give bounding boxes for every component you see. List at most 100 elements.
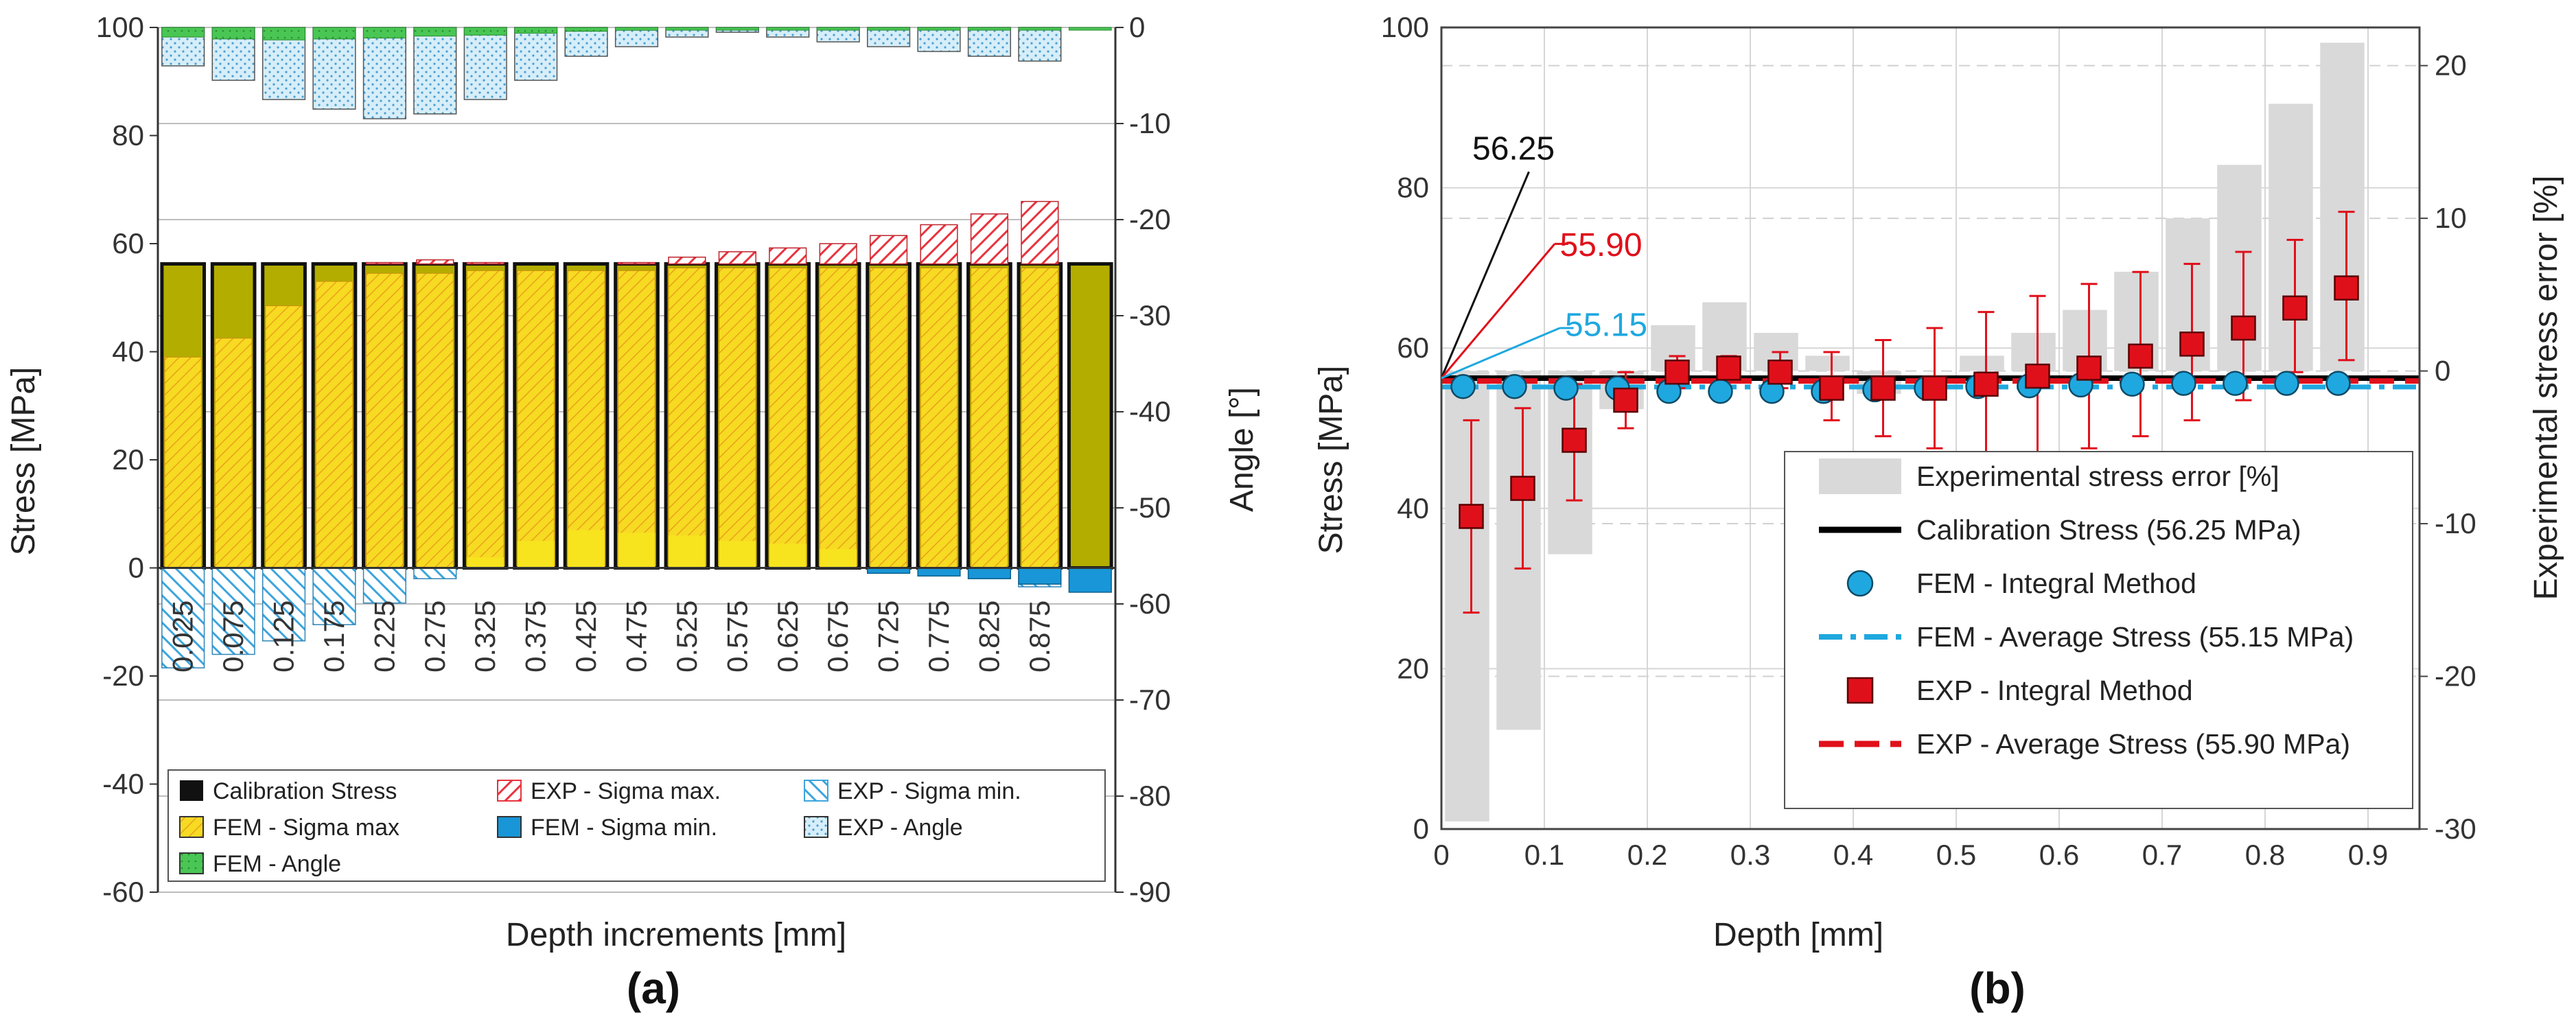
category-label-a: 0.375 — [520, 601, 552, 673]
panel-a-chart: -60 -40 -20 0 20 40 60 80 100 -90 -80 -70 -60 -50 -40… — [5, 11, 1260, 1013]
panel-a-ylabel: Stress [MPa] — [5, 367, 42, 556]
panel-b-xlabel: Depth [mm] — [1713, 917, 1883, 953]
bar-stress-error — [2320, 43, 2365, 371]
bar-exp-angle — [867, 27, 911, 47]
bar-fem-sigma-min — [1068, 567, 1112, 593]
bar-fem-angle — [716, 27, 759, 31]
bar-fem-sigma-min-pos — [669, 535, 706, 568]
bar-fem-sigma-max — [315, 281, 353, 568]
legend-a-swatch-fem-sigma-min — [497, 816, 522, 838]
bar-fem-sigma-min — [917, 567, 961, 577]
bar-exp-angle — [967, 27, 1012, 57]
bar-exp-sigma-max — [970, 213, 1009, 265]
bar-exp-angle — [362, 27, 406, 119]
bar-fem-sigma-max — [920, 267, 958, 568]
legend-a-swatch-exp-sigma-min — [804, 780, 828, 802]
bar-fem-angle — [413, 27, 457, 37]
tick-label-a-left: 0 — [128, 552, 144, 584]
bar-fem-sigma-min-pos — [719, 541, 756, 568]
tick-label-a-left: 80 — [112, 119, 144, 152]
bar-fem-sigma-max — [870, 267, 907, 568]
bar-fem-sigma-min-pos — [517, 541, 555, 568]
bar-exp-angle — [413, 27, 457, 115]
panel-b-y2label: Experimental stress error [%] — [2528, 176, 2564, 601]
bar-fem-angle — [816, 27, 860, 31]
bar-fem-angle — [665, 27, 709, 31]
bar-stress-error — [1548, 371, 1592, 555]
tick-label-b-right: 20 — [2435, 49, 2467, 82]
bar-exp-angle — [514, 27, 558, 81]
legend-b-swatch-fem-integral — [1846, 570, 1874, 597]
tick-label-a-right: -10 — [1129, 107, 1171, 139]
tick-label-b-x: 0.1 — [1524, 839, 1564, 871]
tick-label-a-left: 40 — [112, 336, 144, 368]
bar-fem-angle — [766, 27, 810, 31]
legend-a-swatch-exp-angle — [804, 816, 828, 838]
panel-b-right-ticks: -30 -20 -10 0 10 20 — [2420, 49, 2476, 845]
category-label-a: 0.525 — [671, 601, 703, 673]
bar-exp-angle — [564, 27, 608, 57]
panel-a-legend: Calibration Stress EXP - Sigma max. EXP … — [167, 769, 1106, 882]
tick-label-a-left: -20 — [102, 660, 144, 692]
tick-label-b-x: 0.3 — [1730, 839, 1770, 871]
callout-label: 56.25 — [1472, 131, 1555, 167]
bar-exp-sigma-min — [312, 567, 356, 625]
tick-label-b-x: 0.9 — [2348, 839, 2388, 871]
tick-label-b-right: 0 — [2435, 355, 2450, 387]
legend-a-exp-angle: EXP - Angle — [837, 815, 963, 841]
bar-exp-sigma-max — [365, 261, 404, 265]
legend-b-exp-integral: EXP - Integral Method — [1916, 675, 2193, 706]
bar-exp-angle — [312, 27, 356, 110]
bar-fem-sigma-max — [214, 338, 253, 568]
tick-label-a-left: 20 — [112, 443, 144, 476]
bar-fem-sigma-max — [819, 267, 857, 568]
tick-label-b-x: 0.7 — [2142, 839, 2182, 871]
tick-label-b-x: 0.4 — [1833, 839, 1873, 871]
point-exp-integral — [1870, 375, 1896, 401]
bar-exp-angle — [1018, 27, 1062, 62]
tick-label-b-right: 10 — [2435, 202, 2467, 234]
tick-label-a-left: 60 — [112, 227, 144, 259]
bar-fem-sigma-max — [769, 267, 807, 568]
panel-b-label: (b) — [1969, 964, 2026, 1013]
bar-fem-sigma-max — [265, 305, 303, 568]
point-exp-integral — [1510, 476, 1535, 501]
point-exp-integral — [2025, 363, 2050, 389]
bar-exp-sigma-max — [819, 243, 857, 265]
bar-exp-sigma-min — [413, 567, 457, 579]
callout-line — [1440, 243, 1556, 379]
panel-a-right-ticks: -90 -80 -70 -60 -50 -40 -30 -20 -10 0 — [1115, 11, 1171, 908]
tick-label-b-x: 0.8 — [2245, 839, 2285, 871]
bar-fem-angle — [211, 27, 255, 40]
tick-label-a-right: -20 — [1129, 203, 1171, 235]
bar-fem-angle — [463, 27, 507, 36]
point-fem-integral — [1502, 374, 1527, 399]
point-exp-integral — [2076, 355, 2102, 381]
category-label-a: 0.325 — [469, 601, 501, 673]
bar-fem-sigma-min — [967, 567, 1012, 579]
panel-b-callouts: 56.25 55.90 55.15 — [1440, 131, 1647, 380]
bar-fem-angle — [514, 27, 557, 34]
bar-exp-sigma-min — [211, 567, 255, 655]
category-label-a: 0.875 — [1023, 601, 1056, 673]
legend-a-fem-sigma-max: FEM - Sigma max — [213, 815, 399, 841]
legend-a-swatch-calibration — [180, 780, 203, 801]
legend-b-calibration: Calibration Stress (56.25 MPa) — [1916, 514, 2301, 546]
tick-label-b-x: 0 — [1433, 839, 1449, 871]
tick-label-b-left: 60 — [1397, 331, 1429, 364]
bar-stress-error — [1805, 355, 1850, 371]
point-exp-integral — [1664, 359, 1690, 385]
point-fem-integral — [2120, 371, 2145, 397]
bar-fem-sigma-min-pos — [568, 530, 605, 568]
tick-label-a-right: -50 — [1129, 491, 1171, 524]
category-label-a: 0.125 — [268, 601, 300, 673]
tick-label-a-right: 0 — [1129, 11, 1145, 43]
point-exp-integral — [1973, 371, 1999, 397]
bar-fem-sigma-max — [517, 270, 555, 568]
tick-label-b-x: 0.5 — [1936, 839, 1976, 871]
bar-stress-error — [1960, 355, 2004, 371]
bar-exp-angle — [463, 27, 507, 100]
tick-label-b-left: 20 — [1397, 652, 1429, 684]
panel-b-points — [1450, 211, 2359, 614]
